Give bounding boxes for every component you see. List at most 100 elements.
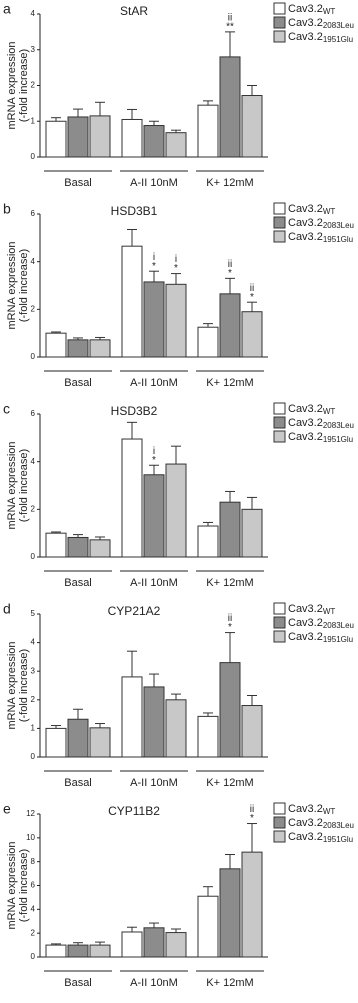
x-tick-label: K+ 12mM: [206, 377, 253, 389]
legend-name: Cav3.2: [288, 203, 323, 215]
panel: a StAR mRNA expression (-fold increase) 0 1 2 3…: [3, 1, 354, 189]
bar: [89, 944, 111, 958]
error-bar: [51, 725, 61, 729]
error-bar: [225, 854, 235, 869]
y-tick-label: 0: [31, 752, 36, 761]
error-bar: [203, 323, 213, 328]
legend-label: Cav3.2WT: [288, 803, 335, 816]
error-bar: [51, 943, 61, 946]
bar: [165, 132, 187, 158]
significance-label: ii: [228, 13, 232, 24]
y-tick-label: 1: [31, 724, 36, 733]
error-bar: [171, 273, 181, 285]
x-tick-label: A-II 10nM: [130, 977, 178, 989]
legend-name: Cav3.2: [288, 817, 323, 829]
error-bar: [95, 536, 105, 540]
error-bar: [73, 708, 83, 720]
error-bar: [95, 336, 105, 340]
chart-title: HSD3B2: [111, 404, 158, 418]
y-tick-label: 4: [31, 9, 36, 18]
significance-label: ii: [228, 613, 232, 624]
y-axis-label: mRNA expression: [6, 241, 18, 329]
y-tick-label: 12: [26, 809, 35, 818]
bar: [121, 676, 143, 758]
error-bar: [73, 942, 83, 946]
error-bar: [171, 129, 181, 133]
legend-subscript: 1951Glu: [323, 835, 353, 844]
legend-label: Cav3.21951Glu: [288, 831, 353, 844]
error-bar: [51, 531, 61, 534]
legend-subscript: 2083Leu: [323, 821, 354, 830]
y-tick-label: 6: [31, 209, 36, 218]
legend-subscript: 2083Leu: [323, 421, 354, 430]
x-tick-label: K+ 12mM: [206, 177, 253, 189]
error-bar: [149, 270, 159, 282]
y-tick-label: 3: [31, 666, 36, 675]
y-axis-label: mRNA expression: [6, 441, 18, 529]
legend-name: Cav3.2: [288, 831, 323, 843]
legend-subscript: 1951Glu: [323, 235, 353, 244]
error-bar: [203, 886, 213, 897]
significance-label: *: [228, 268, 232, 279]
bar: [121, 245, 143, 358]
bar: [241, 851, 263, 958]
x-tick-label: A-II 10nM: [130, 577, 178, 589]
error-bar: [149, 673, 159, 687]
legend-name: Cav3.2: [288, 603, 323, 615]
y-tick-label: 0: [31, 352, 36, 361]
bar: [197, 104, 219, 158]
x-tick-label: K+ 12mM: [206, 977, 253, 989]
significance-label: **: [226, 22, 234, 33]
legend-swatch: [273, 230, 286, 243]
x-tick-label: A-II 10nM: [130, 777, 178, 789]
y-tick-label: 2: [31, 304, 36, 313]
error-bar: [127, 650, 137, 677]
error-bar: [73, 108, 83, 117]
y-tick-label: 4: [31, 257, 36, 266]
significance-label: ii: [228, 259, 232, 270]
y-axis-label: (-fold increase): [18, 449, 30, 522]
y-axis-label: (-fold increase): [18, 649, 30, 722]
y-axis-label: mRNA expression: [6, 841, 18, 929]
legend-label: Cav3.22083Leu: [288, 617, 354, 630]
y-axis-label: mRNA expression: [6, 41, 18, 129]
chart-title: CYP11B2: [108, 804, 160, 818]
bar: [67, 718, 89, 758]
significance-label: i: [153, 446, 155, 457]
legend-label: Cav3.22083Leu: [288, 417, 354, 430]
legend-name: Cav3.2: [288, 17, 323, 29]
error-bar: [225, 277, 235, 294]
y-axis-label: (-fold increase): [18, 49, 30, 122]
error-bar: [247, 85, 257, 96]
y-tick-label: 4: [31, 457, 36, 466]
bar: [241, 311, 263, 358]
y-tick-label: 0: [31, 552, 36, 561]
error-bar: [127, 228, 137, 247]
bar: [89, 339, 111, 358]
x-tick-label: K+ 12mM: [206, 577, 253, 589]
error-bar: [203, 521, 213, 527]
bar: [45, 332, 67, 358]
error-bar: [171, 445, 181, 465]
y-tick-label: 3: [31, 45, 36, 54]
legend-subscript: WT: [323, 807, 336, 816]
y-tick-label: 8: [31, 857, 36, 866]
significance-label: *: [152, 261, 156, 272]
error-bar: [73, 534, 83, 538]
legend-label: Cav3.2WT: [288, 403, 335, 416]
bar: [219, 56, 241, 158]
bar: [67, 116, 89, 158]
error-bar: [149, 120, 159, 126]
significance-label: ii: [250, 283, 254, 294]
panel-letter: a: [3, 1, 11, 17]
x-tick-label: Basal: [64, 977, 92, 989]
significance-label: *: [250, 813, 254, 824]
x-tick-label: K+ 12mM: [206, 777, 253, 789]
legend-label: Cav3.22083Leu: [288, 817, 354, 830]
error-bar: [247, 496, 257, 510]
y-axis-label: (-fold increase): [18, 249, 30, 322]
bar: [45, 120, 67, 158]
error-bar: [149, 464, 159, 475]
y-axis-label: (-fold increase): [18, 849, 30, 922]
